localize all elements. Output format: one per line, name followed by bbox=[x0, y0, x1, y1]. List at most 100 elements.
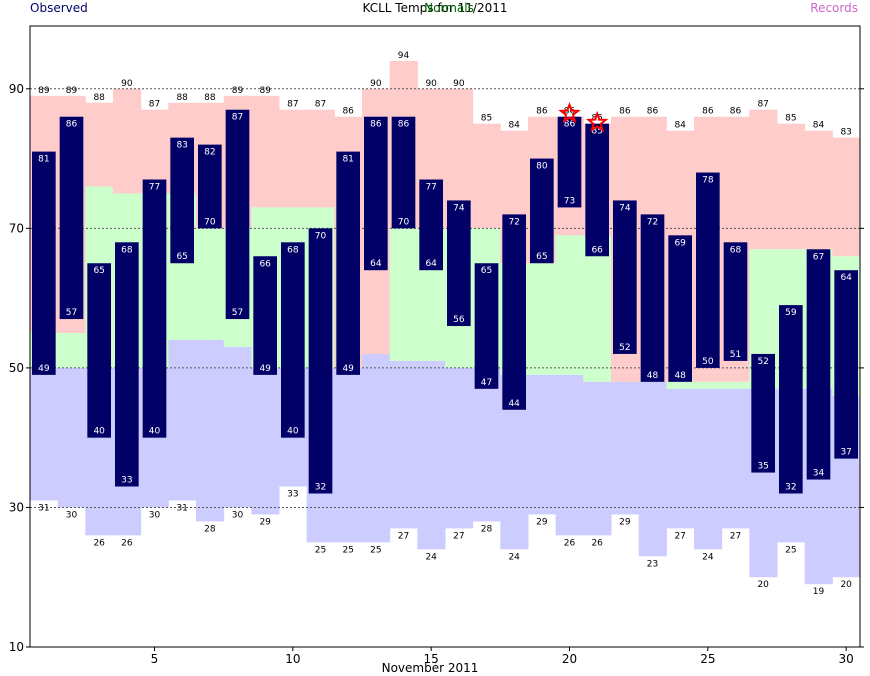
observed-bar bbox=[87, 263, 111, 438]
observed-high-label: 68 bbox=[730, 245, 742, 255]
record-low-band bbox=[694, 388, 723, 550]
y-tick-label: 30 bbox=[9, 500, 24, 514]
observed-bar bbox=[253, 256, 277, 375]
x-tick-label: 15 bbox=[424, 652, 439, 666]
observed-high-label: 59 bbox=[785, 308, 797, 318]
record-low-band bbox=[721, 388, 750, 529]
x-tick-label: 20 bbox=[562, 652, 577, 666]
observed-bar bbox=[696, 172, 720, 368]
record-low-label: 27 bbox=[674, 531, 685, 541]
record-high-label: 90 bbox=[425, 79, 437, 89]
x-tick-label: 10 bbox=[285, 652, 300, 666]
observed-bar bbox=[115, 242, 139, 487]
normal-range-band bbox=[196, 228, 225, 340]
observed-high-label: 72 bbox=[508, 217, 519, 227]
observed-low-label: 33 bbox=[121, 476, 132, 486]
record-low-label: 26 bbox=[591, 538, 603, 548]
record-high-label: 86 bbox=[536, 107, 548, 117]
observed-high-label: 66 bbox=[259, 259, 271, 269]
record-high-label: 90 bbox=[453, 79, 465, 89]
observed-bar bbox=[419, 179, 443, 271]
record-low-label: 25 bbox=[342, 545, 353, 555]
observed-low-label: 51 bbox=[730, 350, 741, 360]
y-tick-label: 50 bbox=[9, 361, 24, 375]
observed-low-label: 70 bbox=[398, 217, 410, 227]
record-high-label: 86 bbox=[702, 107, 714, 117]
observed-low-label: 73 bbox=[564, 196, 575, 206]
record-low-band bbox=[168, 339, 197, 501]
record-low-band bbox=[334, 367, 363, 543]
record-high-band bbox=[472, 123, 501, 229]
observed-bar bbox=[225, 109, 250, 320]
record-high-label: 94 bbox=[398, 51, 410, 61]
observed-high-label: 74 bbox=[453, 203, 465, 213]
observed-bar bbox=[198, 144, 222, 229]
observed-low-label: 65 bbox=[536, 252, 547, 262]
record-low-label: 25 bbox=[315, 545, 326, 555]
record-low-label: 27 bbox=[730, 531, 741, 541]
record-high-band bbox=[804, 130, 833, 250]
record-low-band bbox=[196, 339, 225, 522]
y-tick-label: 90 bbox=[9, 82, 24, 96]
record-low-label: 23 bbox=[647, 559, 658, 569]
record-low-band bbox=[528, 374, 557, 515]
record-low-label: 29 bbox=[259, 517, 271, 527]
record-high-label: 89 bbox=[66, 86, 78, 96]
record-high-label: 84 bbox=[674, 121, 686, 131]
y-tick-label: 10 bbox=[9, 640, 24, 654]
observed-low-label: 52 bbox=[619, 343, 630, 353]
observed-bar bbox=[557, 116, 582, 208]
observed-low-label: 50 bbox=[702, 357, 714, 367]
record-high-label: 85 bbox=[481, 114, 492, 124]
observed-low-label: 40 bbox=[149, 427, 161, 437]
normal-range-band bbox=[389, 228, 418, 361]
record-low-label: 20 bbox=[757, 580, 769, 590]
observed-high-label: 81 bbox=[38, 155, 49, 165]
normal-range-band bbox=[666, 381, 695, 389]
record-low-label: 24 bbox=[702, 552, 714, 562]
observed-bar bbox=[281, 242, 305, 438]
record-low-label: 30 bbox=[149, 510, 161, 520]
legend-observed-label: Observed bbox=[30, 1, 88, 15]
observed-bar bbox=[779, 305, 803, 494]
x-tick-label: 5 bbox=[151, 652, 159, 666]
observed-bar bbox=[447, 200, 471, 327]
observed-high-label: 78 bbox=[702, 176, 714, 186]
observed-low-label: 64 bbox=[370, 259, 382, 269]
record-low-label: 28 bbox=[204, 524, 216, 534]
observed-bar bbox=[751, 353, 775, 473]
normal-range-band bbox=[694, 381, 723, 389]
observed-low-label: 32 bbox=[315, 482, 326, 492]
observed-high-label: 86 bbox=[564, 120, 576, 130]
observed-bar bbox=[364, 116, 388, 271]
observed-high-label: 86 bbox=[370, 120, 382, 130]
observed-high-label: 74 bbox=[619, 203, 631, 213]
record-high-label: 88 bbox=[176, 93, 188, 103]
observed-high-label: 68 bbox=[121, 245, 133, 255]
record-low-label: 29 bbox=[536, 517, 548, 527]
record-high-band bbox=[306, 109, 335, 208]
observed-high-label: 85 bbox=[591, 127, 602, 137]
observed-low-label: 35 bbox=[757, 462, 768, 472]
observed-bar bbox=[806, 249, 831, 480]
observed-low-label: 40 bbox=[287, 427, 299, 437]
record-low-band bbox=[57, 367, 86, 508]
observed-high-label: 81 bbox=[342, 155, 353, 165]
record-high-label: 86 bbox=[647, 107, 659, 117]
observed-high-label: 80 bbox=[536, 162, 548, 172]
observed-high-label: 77 bbox=[425, 183, 436, 193]
record-high-label: 88 bbox=[204, 93, 216, 103]
record-high-label: 84 bbox=[813, 121, 825, 131]
record-low-band bbox=[389, 360, 418, 529]
record-high-band bbox=[749, 109, 778, 250]
normal-range-band bbox=[57, 333, 86, 368]
record-low-band bbox=[445, 367, 474, 529]
observed-high-label: 64 bbox=[840, 273, 852, 283]
observed-high-label: 68 bbox=[287, 245, 299, 255]
record-low-label: 19 bbox=[813, 587, 825, 597]
record-high-label: 89 bbox=[38, 86, 50, 96]
record-low-label: 24 bbox=[425, 552, 437, 562]
record-high-band bbox=[85, 102, 114, 187]
record-low-band bbox=[223, 346, 252, 508]
observed-high-label: 83 bbox=[176, 141, 187, 151]
